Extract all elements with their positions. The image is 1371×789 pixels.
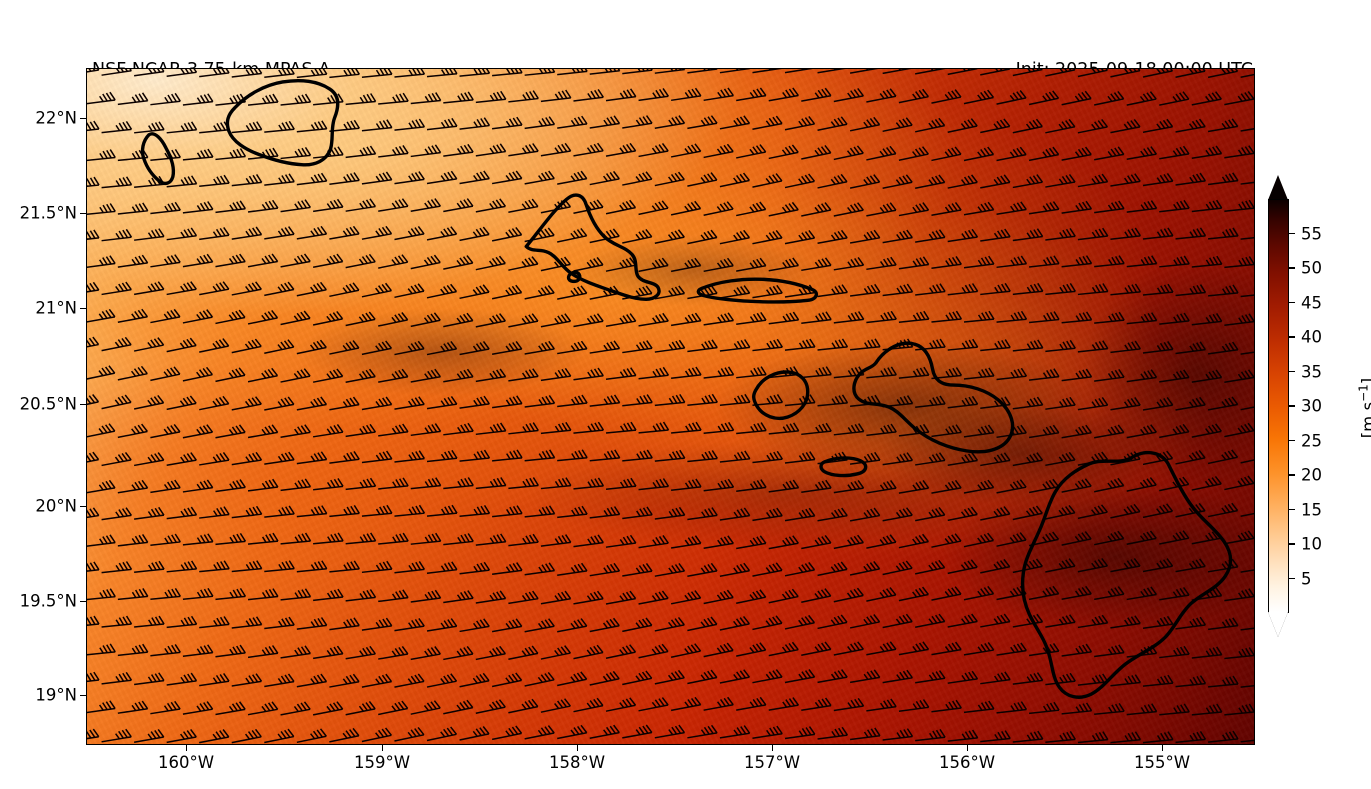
ytick-mark xyxy=(80,404,86,406)
ytick-mark xyxy=(80,213,86,215)
xtick-label-158w: 158°W xyxy=(548,753,606,772)
colorbar-under-arrow xyxy=(1268,612,1288,637)
colorbar-tick-label: 5 xyxy=(1301,569,1312,588)
colorbar: 5 10 15 20 25 30 35 40 45 50 55 xyxy=(1268,175,1322,637)
colorbar-tick-label: 15 xyxy=(1301,500,1322,519)
xtick-mark xyxy=(382,745,384,751)
colorbar-tick-label: 50 xyxy=(1301,258,1322,278)
colorbar-tick-label: 55 xyxy=(1301,224,1322,243)
colorbar-tick-mark xyxy=(1289,301,1295,304)
ytick-label-20n: 20°N xyxy=(35,496,77,516)
colorbar-tick-mark xyxy=(1289,267,1295,269)
coast-pearl-harbor xyxy=(566,270,582,284)
ytick-label-21n: 21°N xyxy=(35,298,77,318)
ytick-label-19n: 19°N xyxy=(35,685,77,705)
ytick-mark xyxy=(80,601,86,603)
colorbar-tick-label: 10 xyxy=(1301,534,1322,554)
xtick-mark xyxy=(577,745,579,751)
ytick-mark xyxy=(80,118,86,120)
ytick-label-22n: 22°N xyxy=(35,108,77,128)
coast-oahu xyxy=(524,193,661,302)
colorbar-tick-label: 20 xyxy=(1301,465,1322,485)
xtick-label-159w: 159°W xyxy=(353,753,411,772)
coast-lanai xyxy=(752,370,810,421)
colorbar-tick-mark xyxy=(1289,336,1295,338)
coast-kauai xyxy=(225,78,340,167)
colorbar-tick-mark xyxy=(1289,508,1295,511)
colorbar-tick-label: 40 xyxy=(1301,327,1322,347)
xtick-mark xyxy=(772,745,774,751)
ytick-label-20-5n: 20.5°N xyxy=(19,394,77,414)
coast-niihau xyxy=(140,132,176,186)
colorbar-unit-exponent: −1 xyxy=(1356,384,1371,402)
colorbar-tick-mark xyxy=(1289,474,1295,476)
coast-kahoolawe xyxy=(819,456,868,478)
coast-big-island xyxy=(1020,450,1233,699)
colorbar-tick-label: 25 xyxy=(1301,431,1322,450)
colorbar-tick-mark xyxy=(1289,577,1295,580)
xtick-label-155w: 155°W xyxy=(1133,753,1191,772)
colorbar-tick-label: 45 xyxy=(1301,293,1322,312)
colorbar-tick-mark xyxy=(1289,232,1295,235)
colorbar-tick-mark xyxy=(1289,439,1295,442)
coast-maui xyxy=(852,341,1015,454)
colorbar-gradient xyxy=(1268,199,1289,613)
xtick-label-156w: 156°W xyxy=(938,753,996,772)
colorbar-over-arrow xyxy=(1268,175,1288,200)
colorbar-unit-label: [m s−1] xyxy=(1356,378,1371,439)
ytick-mark xyxy=(80,308,86,310)
colorbar-unit-prefix: [m s xyxy=(1358,402,1371,439)
colorbar-tick-label: 30 xyxy=(1301,396,1322,416)
ytick-label-21-5n: 21.5°N xyxy=(19,203,77,223)
coastline-overlay xyxy=(87,69,1254,744)
colorbar-tick-mark xyxy=(1289,543,1295,545)
coast-molokai xyxy=(696,277,819,304)
xtick-mark xyxy=(1162,745,1164,751)
colorbar-unit-suffix: ] xyxy=(1359,378,1371,384)
xtick-mark xyxy=(186,745,188,751)
colorbar-tick-label: 35 xyxy=(1301,362,1322,381)
map-axes xyxy=(86,68,1255,745)
ytick-label-19-5n: 19.5°N xyxy=(19,591,77,611)
colorbar-tick-mark xyxy=(1289,405,1295,407)
ytick-mark xyxy=(80,695,86,697)
ytick-mark xyxy=(80,506,86,508)
colorbar-tick-mark xyxy=(1289,370,1295,373)
xtick-label-157w: 157°W xyxy=(743,753,801,772)
xtick-mark xyxy=(967,745,969,751)
xtick-label-160w: 160°W xyxy=(157,753,215,772)
